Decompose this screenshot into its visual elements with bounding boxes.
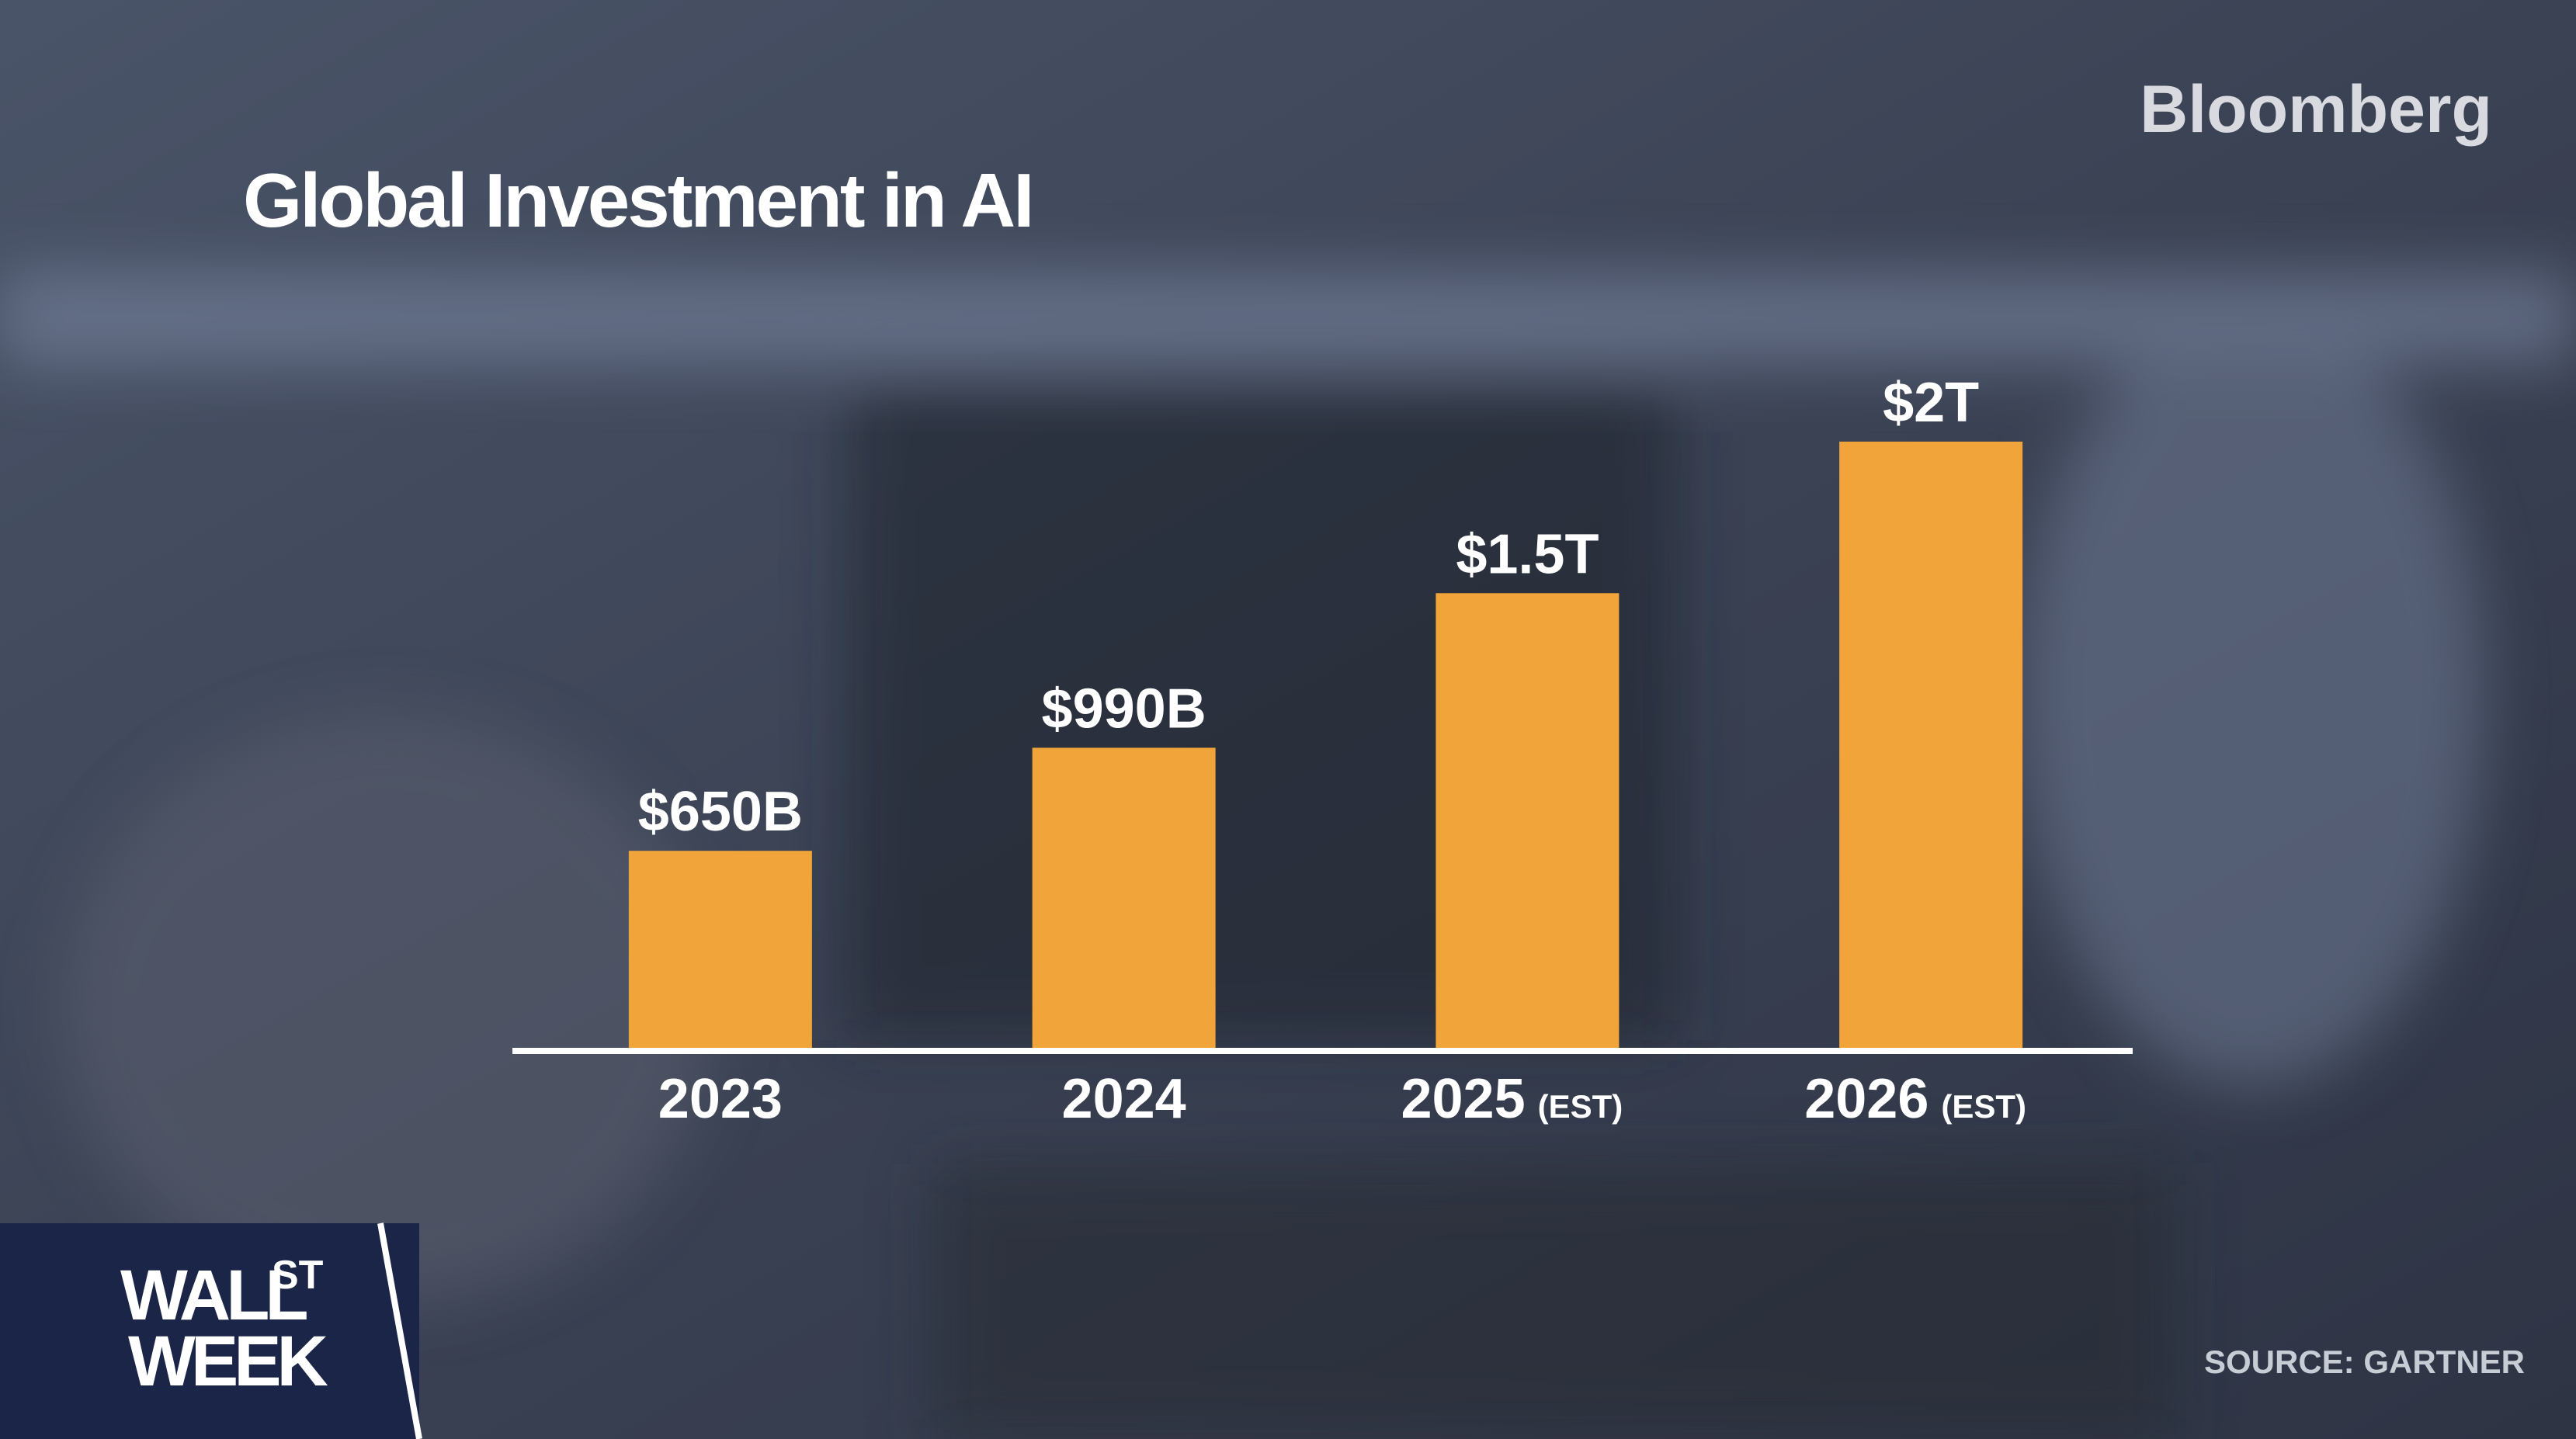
x-tick-label: 2026 (EST) (1804, 1068, 2026, 1130)
bar (1839, 442, 2023, 1048)
x-tick-label: 2025 (EST) (1401, 1068, 1623, 1130)
category: 2023 (658, 1068, 783, 1130)
logo-panel (0, 1223, 419, 1439)
brand: Bloomberg (2140, 72, 2492, 147)
category-note: (EST) (1538, 1088, 1623, 1125)
x-tick-label: 2023 (658, 1068, 783, 1130)
chart-title: Global Investment in AI (243, 158, 1032, 243)
logo-st: ST (272, 1253, 324, 1298)
bar (1032, 747, 1216, 1048)
bar (628, 851, 812, 1048)
value-label: $650B (638, 781, 803, 843)
source: SOURCE: GARTNER (2204, 1344, 2525, 1380)
category: 2024 (1062, 1068, 1186, 1130)
value-label: $990B (1042, 678, 1206, 740)
category-note: (EST) (1941, 1088, 2026, 1125)
category: 2026 (1804, 1068, 1929, 1130)
category: 2025 (1401, 1068, 1525, 1130)
logo-divider (377, 1222, 422, 1439)
value-label: $1.5T (1456, 523, 1599, 585)
logo-week: WEEK (128, 1322, 328, 1401)
value-label: $2T (1883, 372, 1979, 434)
x-tick-label: 2024 (1062, 1068, 1186, 1130)
bar (1436, 593, 1620, 1048)
logo-wall: WALL (120, 1256, 307, 1335)
